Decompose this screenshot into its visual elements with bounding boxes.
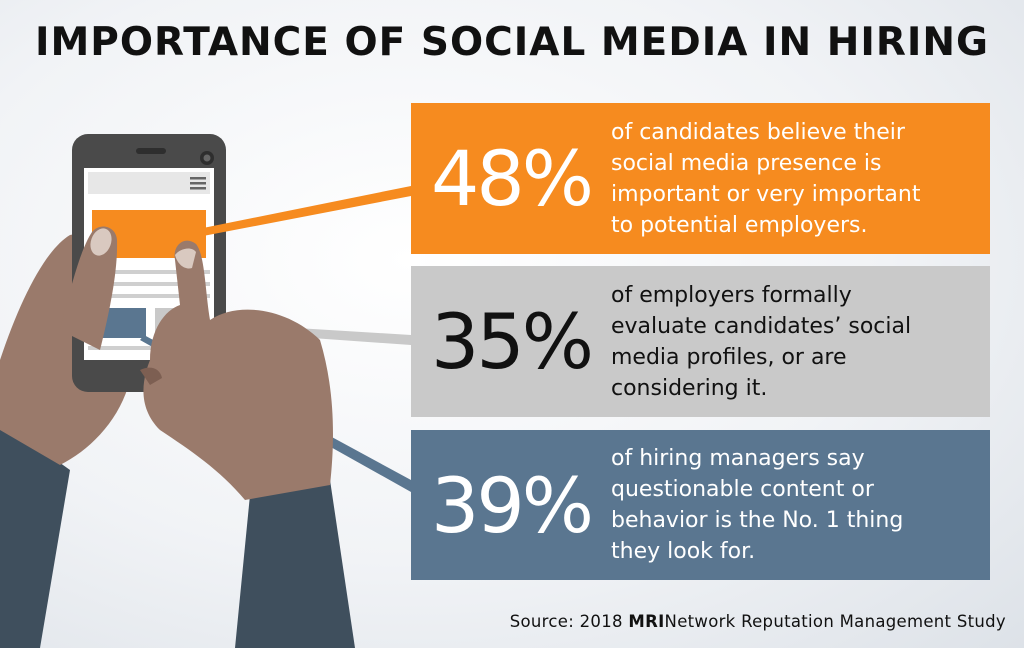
stat-card-candidates: 48% of candidates believe their social m… <box>411 103 990 254</box>
source-citation: Source: 2018 MRINetwork Reputation Manag… <box>509 612 1006 631</box>
stat-card-employers: 35% of employers formally evaluate candi… <box>411 266 990 417</box>
right-sleeve <box>235 480 355 648</box>
orange-callout-line <box>203 186 411 236</box>
stat-description: of candidates believe their social media… <box>611 119 921 238</box>
stat-description: of employers formally evaluate candidate… <box>611 282 912 401</box>
left-thumb <box>60 226 118 350</box>
infographic-title: IMPORTANCE OF SOCIAL MEDIA IN HIRING <box>34 20 990 65</box>
stat-percent: 35% <box>431 297 594 386</box>
right-hand <box>143 240 333 500</box>
source-brand: MRI <box>628 612 665 631</box>
left-sleeve <box>0 420 70 648</box>
stat-percent: 48% <box>431 134 594 223</box>
stat-description: of hiring managers say questionable cont… <box>611 446 904 564</box>
stat-card-hiring-managers: 39% of hiring managers say questionable … <box>411 430 990 580</box>
stat-percent: 39% <box>431 460 594 550</box>
